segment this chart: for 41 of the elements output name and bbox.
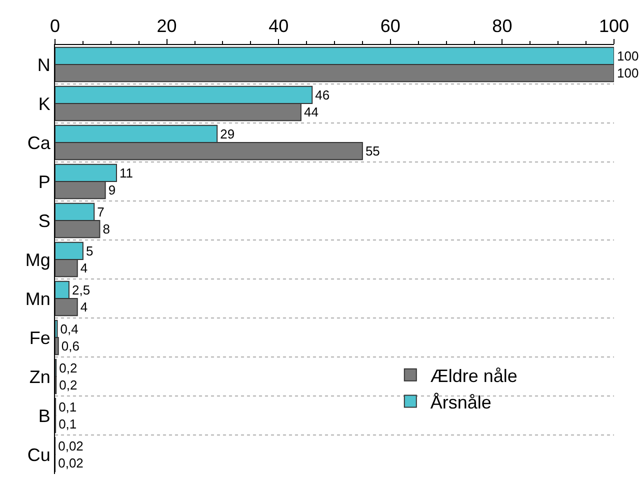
data-label: 2,5 — [72, 282, 90, 298]
x-tick-label: 60 — [380, 16, 400, 36]
data-label: 44 — [304, 104, 318, 120]
data-label: 0,6 — [61, 338, 80, 354]
data-label: 8 — [102, 222, 110, 237]
y-tick-label: Fe — [29, 328, 50, 348]
y-tick-label: Zn — [29, 366, 50, 387]
data-label: 0,4 — [60, 321, 78, 336]
data-label: 0,2 — [59, 378, 78, 393]
data-label: 4 — [80, 300, 88, 315]
x-tick-label: 100 — [598, 16, 630, 36]
y-tick-label: P — [38, 172, 50, 192]
data-label: 5 — [86, 243, 94, 258]
x-tick-label: 0 — [50, 16, 60, 36]
data-label: 46 — [315, 87, 330, 102]
data-label: 100 — [617, 66, 639, 81]
data-label: 55 — [365, 144, 380, 159]
y-tick-label: B — [38, 406, 50, 426]
data-label: 11 — [119, 165, 133, 180]
data-label: 29 — [220, 126, 235, 142]
y-tick-label: Cu — [27, 444, 50, 465]
data-label: 0,02 — [58, 438, 84, 454]
data-label: 0,02 — [58, 456, 84, 471]
x-tick-label: 80 — [492, 16, 512, 36]
y-tick-label: S — [38, 210, 50, 231]
x-tick-label: 20 — [156, 16, 177, 36]
y-tick-label: N — [37, 54, 50, 75]
x-tick-label: 40 — [268, 16, 289, 36]
data-label: 0,2 — [59, 360, 78, 376]
y-tick-label: Ca — [27, 132, 52, 153]
y-tick-label: Mn — [25, 288, 50, 309]
data-label: 7 — [97, 204, 104, 220]
data-label: 100 — [617, 48, 639, 64]
data-label: 0,1 — [58, 416, 77, 432]
data-label: 0,1 — [58, 399, 77, 414]
legend-label: Ældre nåle — [430, 366, 518, 386]
data-label: 4 — [80, 260, 88, 276]
data-label: 9 — [108, 182, 116, 198]
legend-label: Årsnåle — [430, 392, 492, 412]
y-tick-label: Mg — [25, 250, 50, 270]
y-tick-label: K — [38, 94, 50, 114]
